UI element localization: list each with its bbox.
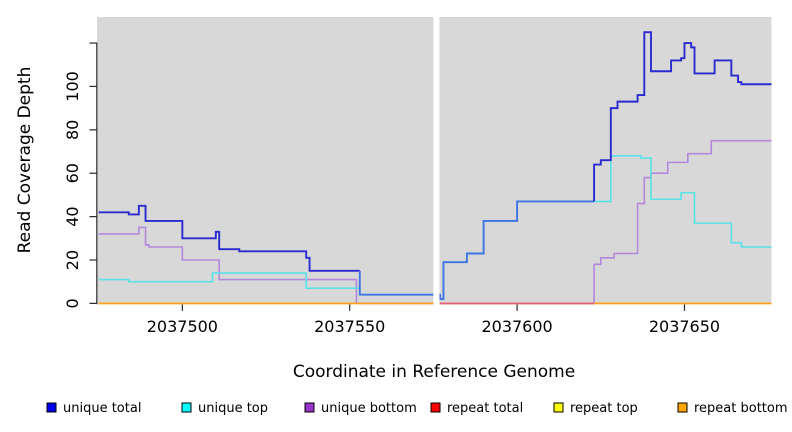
x-tick-label: 2037550 bbox=[314, 317, 385, 336]
line-unique-bottom bbox=[98, 139, 772, 305]
legend-item-unique-total: unique total bbox=[46, 401, 141, 416]
legend-item-unique-bottom: unique bottom bbox=[304, 401, 417, 416]
legend-swatch bbox=[181, 402, 192, 413]
legend-item-repeat-bottom: repeat bottom bbox=[677, 401, 788, 416]
y-tick-label: 60 bbox=[63, 163, 82, 183]
legend-label: unique bottom bbox=[321, 401, 417, 416]
x-tick-label: 2037600 bbox=[481, 317, 552, 336]
legend-label: unique top bbox=[198, 401, 268, 416]
legend-swatch bbox=[46, 402, 57, 413]
y-tick-label: 20 bbox=[63, 250, 82, 270]
x-axis-title: Coordinate in Reference Genome bbox=[293, 362, 575, 382]
legend-swatch bbox=[430, 402, 441, 413]
legend-item-repeat-total: repeat total bbox=[430, 401, 523, 416]
x-axis: 2037500 2037550 2037600 2037650 bbox=[147, 304, 720, 336]
y-tick-label: 40 bbox=[63, 206, 82, 226]
line-unique-total bbox=[358, 200, 595, 301]
legend-label: repeat total bbox=[447, 401, 523, 416]
legend-swatch bbox=[553, 402, 564, 413]
legend-item-repeat-top: repeat top bbox=[553, 401, 638, 416]
x-tick-label: 2037500 bbox=[147, 317, 218, 336]
legend-swatch bbox=[304, 402, 315, 413]
y-axis-title: Read Coverage Depth bbox=[15, 67, 35, 254]
y-tick-label: 100 bbox=[63, 71, 82, 102]
y-axis: 0 20 40 60 80 100 bbox=[63, 42, 98, 308]
zero-coverage-gap-mask bbox=[433, 16, 440, 305]
legend-item-unique-top: unique top bbox=[181, 401, 268, 416]
line-unique-total bbox=[593, 31, 772, 202]
legend-label: repeat top bbox=[570, 401, 638, 416]
legend-label: unique total bbox=[63, 401, 141, 416]
y-tick-label: 80 bbox=[63, 120, 82, 140]
legend: unique total unique top unique bottom repea… bbox=[46, 401, 788, 416]
legend-swatch bbox=[677, 402, 688, 413]
line-unique-total bbox=[98, 204, 360, 272]
legend-label: repeat bottom bbox=[694, 401, 788, 416]
y-tick-label: 0 bbox=[63, 298, 82, 308]
x-tick-label: 2037650 bbox=[649, 317, 720, 336]
